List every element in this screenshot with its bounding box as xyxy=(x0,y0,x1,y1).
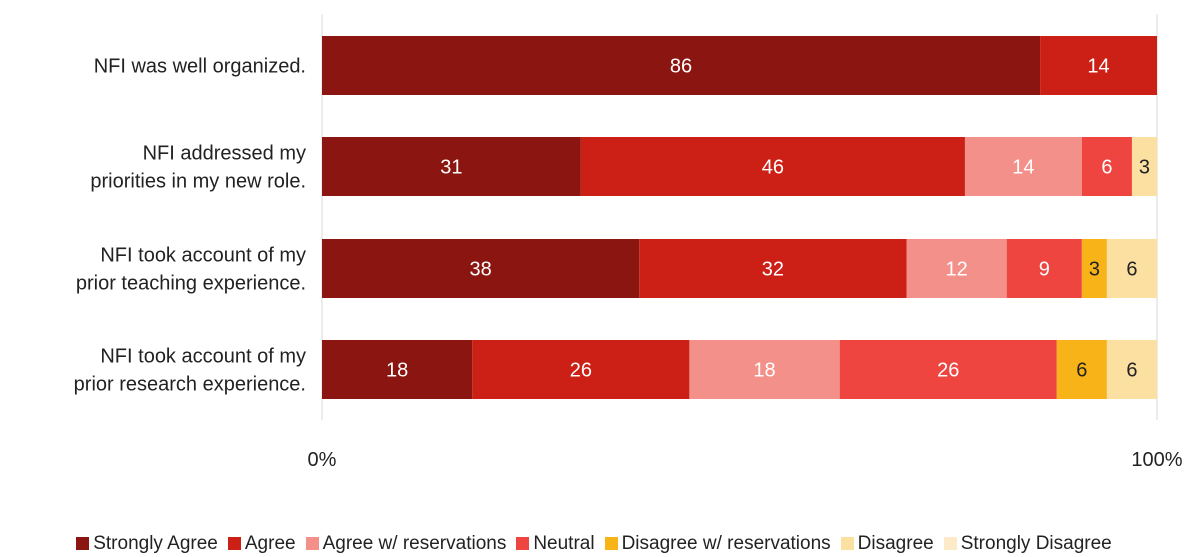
legend-item: Strongly Disagree xyxy=(943,532,1112,555)
data-label: 14 xyxy=(1012,157,1034,179)
category-label: NFI addressed my xyxy=(143,143,306,165)
legend-item: Strongly Agree xyxy=(76,533,218,555)
data-label: 6 xyxy=(1076,360,1087,382)
plot-area: 86 14 NFI was well organized. 31 46 14 6 3 NFI a… xyxy=(74,14,1183,471)
bar-segment xyxy=(322,239,640,298)
category-label: priorities in my new role. xyxy=(90,171,306,193)
legend-item: Neutral xyxy=(516,532,595,555)
bar-segment xyxy=(472,340,690,399)
category-label: prior teaching experience. xyxy=(76,273,306,295)
category-label: NFI took account of my xyxy=(100,245,306,267)
legend-swatch xyxy=(840,537,854,550)
bar-segment xyxy=(322,340,473,399)
stacked-bar-chart: 86 14 NFI was well organized. 31 46 14 6 3 NFI a… xyxy=(74,14,1183,471)
x-tick-label: 100% xyxy=(1131,449,1182,471)
legend-swatch xyxy=(604,537,618,550)
data-label: 46 xyxy=(762,157,784,179)
bar-segment xyxy=(1131,137,1157,196)
bar-segment xyxy=(1106,239,1157,298)
data-label: 6 xyxy=(1126,259,1137,281)
data-label: 3 xyxy=(1139,157,1150,179)
legend-label: Agree xyxy=(244,532,296,554)
data-label: 26 xyxy=(570,360,592,382)
data-label: 32 xyxy=(762,259,784,281)
bar-segment xyxy=(322,137,581,196)
bar-segment xyxy=(964,137,1082,196)
data-label: 86 xyxy=(670,56,692,78)
bar-segment xyxy=(1081,239,1107,298)
bar-segment xyxy=(1106,340,1157,399)
bar-segment xyxy=(839,340,1057,399)
legend-label: Neutral xyxy=(533,532,595,554)
legend-label: Strongly Agree xyxy=(93,532,218,554)
bar-segment xyxy=(1006,239,1082,298)
data-label: 6 xyxy=(1126,360,1137,382)
legend-swatch xyxy=(76,537,90,550)
legend-label: Disagree xyxy=(857,532,934,554)
legend-label: Strongly Disagree xyxy=(960,532,1112,554)
legend-swatch xyxy=(305,537,319,550)
category-label: NFI was well organized. xyxy=(94,56,306,78)
category-label: prior research experience. xyxy=(74,374,306,396)
legend-item: Agree xyxy=(227,532,296,555)
legend-swatch xyxy=(227,537,241,550)
legend-item: Disagree w/ reservations xyxy=(604,532,831,555)
data-label: 18 xyxy=(753,360,775,382)
bar-segment xyxy=(689,340,840,399)
bar-segment xyxy=(580,137,965,196)
data-label: 6 xyxy=(1101,157,1112,179)
bar-segment xyxy=(1056,340,1107,399)
legend: Strongly Agree Agree Agree w/ reservations… xyxy=(0,530,1188,557)
bar-segment xyxy=(1081,137,1132,196)
x-tick-label: 0% xyxy=(308,449,337,471)
legend-label: Agree w/ reservations xyxy=(322,532,507,554)
data-label: 9 xyxy=(1039,259,1050,281)
legend-item: Disagree xyxy=(840,532,934,555)
bar-segment xyxy=(322,36,1041,95)
data-label: 14 xyxy=(1087,56,1109,78)
legend-label: Disagree w/ reservations xyxy=(621,532,831,554)
data-label: 3 xyxy=(1089,259,1100,281)
data-label: 18 xyxy=(386,360,408,382)
category-label: NFI took account of my xyxy=(100,346,306,368)
bar-segment xyxy=(1040,36,1157,95)
data-label: 31 xyxy=(440,157,462,179)
legend-swatch xyxy=(943,537,957,550)
legend-swatch xyxy=(516,537,530,550)
data-label: 26 xyxy=(937,360,959,382)
bar-segment xyxy=(639,239,907,298)
bar-segment xyxy=(906,239,1007,298)
legend-item: Agree w/ reservations xyxy=(305,532,507,555)
data-label: 38 xyxy=(470,259,492,281)
data-label: 12 xyxy=(945,259,967,281)
